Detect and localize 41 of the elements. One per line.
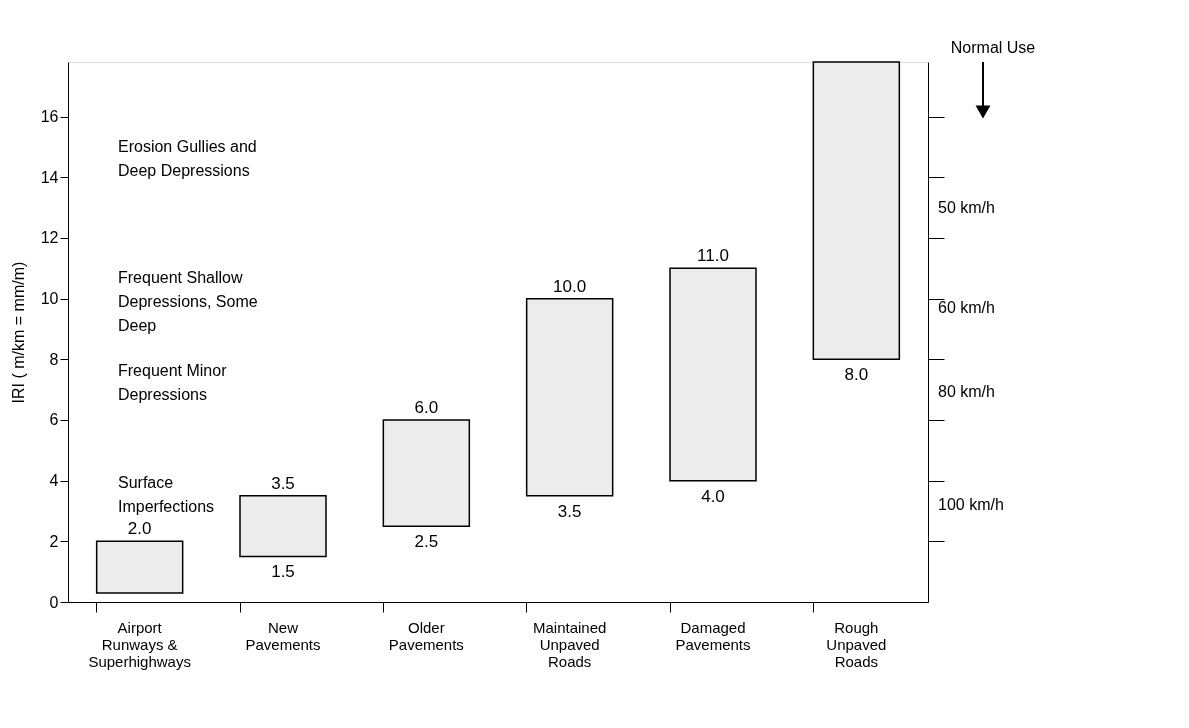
- annotation: 3.5: [271, 473, 295, 493]
- y-tick-label: 16: [40, 108, 59, 126]
- y-axis-title: IRI ( m/km = mm/m): [9, 261, 27, 404]
- y-tick-label: 2: [49, 532, 59, 550]
- annotation: 3.5: [557, 501, 582, 521]
- text: 80 km/h: [938, 383, 995, 401]
- bar: [382, 419, 471, 527]
- annotation: Erosion Gullies and Deep Depressions: [118, 137, 257, 179]
- y-tick-label: 12: [40, 229, 59, 247]
- bar: [669, 267, 757, 482]
- annotation: 4.0: [701, 486, 725, 506]
- bar: [812, 61, 901, 361]
- x-tick-label: Airport Runways & Superhighways: [88, 618, 191, 670]
- annotation: 6.0: [414, 397, 439, 417]
- annotation: 10.0: [553, 276, 587, 296]
- y-tick-label: 6: [49, 411, 59, 429]
- annotation: Frequent Minor Depressions: [118, 362, 228, 404]
- annotation: Surface Imperfections: [118, 474, 215, 516]
- annotation: 2.0: [127, 519, 152, 539]
- bar: [95, 540, 184, 594]
- bar: [239, 495, 327, 558]
- x-tick-label: Older Pavements: [388, 618, 464, 653]
- annotation: 1.5: [271, 562, 295, 582]
- text: 60 km/h: [938, 298, 995, 316]
- text: 100 km/h: [938, 495, 1004, 513]
- x-tick-label: New Pavements: [245, 618, 321, 653]
- x-tick-label: Rough Unpaved Roads: [826, 618, 887, 670]
- y-tick-label: 8: [49, 350, 59, 368]
- bar: [525, 297, 614, 497]
- y-tick-label: 0: [49, 593, 59, 611]
- annotation: 8.0: [844, 365, 869, 385]
- x-tick-label: Damaged Pavements: [675, 618, 751, 653]
- text: Normal Use: [950, 39, 1036, 56]
- text: 50 km/h: [938, 198, 995, 216]
- annotation: 11.0: [697, 246, 729, 266]
- y-tick-label: 4: [49, 472, 59, 490]
- x-tick-label: Maintained Unpaved Roads: [532, 618, 607, 670]
- annotation: Frequent Shallow Depressions, Some Deep: [118, 269, 258, 334]
- y-tick-label: 14: [40, 168, 59, 186]
- y-tick-label: 10: [40, 290, 59, 308]
- annotation: 2.5: [414, 532, 439, 552]
